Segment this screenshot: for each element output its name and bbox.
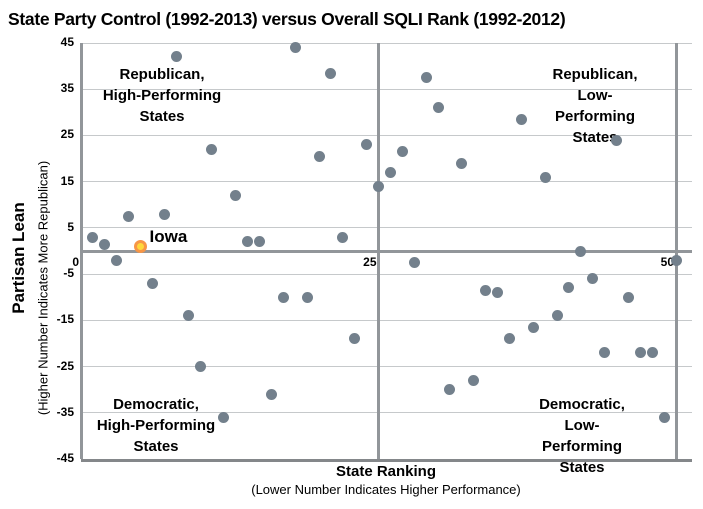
data-point [408,257,420,269]
y-tick-label--45: -45 [56,451,74,465]
data-point [218,411,230,423]
gridline-y-35 [81,88,692,90]
y-axis-subtitle: (Higher Number Indicates More Republican… [35,160,51,416]
data-point [146,277,158,289]
y-axis-line [79,43,83,459]
data-point [242,236,254,248]
y-tick-label--5: -5 [63,266,74,281]
data-point [551,310,563,322]
data-point [480,284,492,296]
data-point [325,67,337,79]
data-point [87,231,99,243]
data-point [170,51,182,63]
quadrant-label-democratic-high-performing: Democratic, High-Performing States [96,396,216,455]
data-point [492,287,503,299]
data-point [361,139,373,151]
data-point [456,157,468,169]
data-point [313,150,325,162]
data-point [444,384,456,396]
gridline-y--15 [81,319,692,321]
data-point [289,42,301,54]
gridline-y--5 [81,273,692,275]
gridline-y--25 [81,366,692,368]
y-tick-label-5: 5 [67,219,74,234]
quadrant-label-republican-low-performing: Republican, Low-Performing States [552,66,638,146]
y-tick-label--35: -35 [56,404,74,419]
data-point [194,361,206,373]
chart-title: State Party Control (1992-2013) versus O… [8,9,566,29]
data-point [622,291,634,303]
data-point [384,166,396,178]
data-point [123,210,135,222]
quadrant-label-democratic-low-performing: Democratic, Low-Performing States [539,396,625,476]
divider-x-50 [674,43,678,459]
x-axis-title: State Ranking [335,463,437,480]
data-point [515,113,527,125]
data-point [575,245,587,257]
data-point [539,171,551,183]
data-point [396,146,408,158]
data-point [337,231,349,243]
y-tick-label-15: 15 [60,173,74,188]
data-point [301,291,313,303]
x-tick-label-25: 25 [363,255,377,269]
data-point [468,374,480,386]
data-point [349,333,361,345]
data-point [373,180,384,192]
y-tick-label-25: 25 [60,127,74,142]
highlight-point-iowa [134,239,147,253]
data-point [527,321,539,333]
data-point [182,310,194,322]
gridline-y-15 [81,181,692,183]
y-axis-title: Partisan Lean [9,202,28,314]
data-point [277,291,289,303]
gridline-y-45 [81,42,692,44]
data-point [206,143,218,155]
data-point [158,208,170,220]
data-point [111,254,123,266]
divider-x-25 [377,43,380,459]
quadrant-label-republican-high-performing: Republican, High-Performing States [102,66,222,125]
gridline-y-25 [81,134,692,136]
y-tick-label--25: -25 [56,358,74,373]
data-point [646,347,658,359]
data-point [254,236,265,248]
data-point [230,190,242,202]
data-point [503,333,515,345]
data-point [99,238,111,250]
y-tick-label--15: -15 [56,312,74,327]
data-point [658,411,670,423]
data-point [563,282,575,294]
data-point [670,254,682,266]
gridline-y-5 [81,227,692,229]
gridline-y--35 [81,412,692,414]
data-point [599,347,611,359]
data-point [634,347,646,359]
zero-line [81,249,692,253]
data-point [265,388,277,400]
x-tick-label-50: 50 [660,255,674,269]
data-point [420,72,432,84]
highlight-label-iowa: Iowa [149,227,188,247]
data-point [611,134,622,146]
y-tick-label-35: 35 [60,81,74,96]
data-point [432,102,444,114]
x-axis-subtitle: (Lower Number Indicates Higher Performan… [251,482,521,497]
y-tick-label-45: 45 [60,35,74,49]
x-tick-label-0: 0 [72,255,79,269]
data-point [587,273,599,285]
plot-area: 0 25 50 Republican, High-Performing States R… [72,42,692,476]
